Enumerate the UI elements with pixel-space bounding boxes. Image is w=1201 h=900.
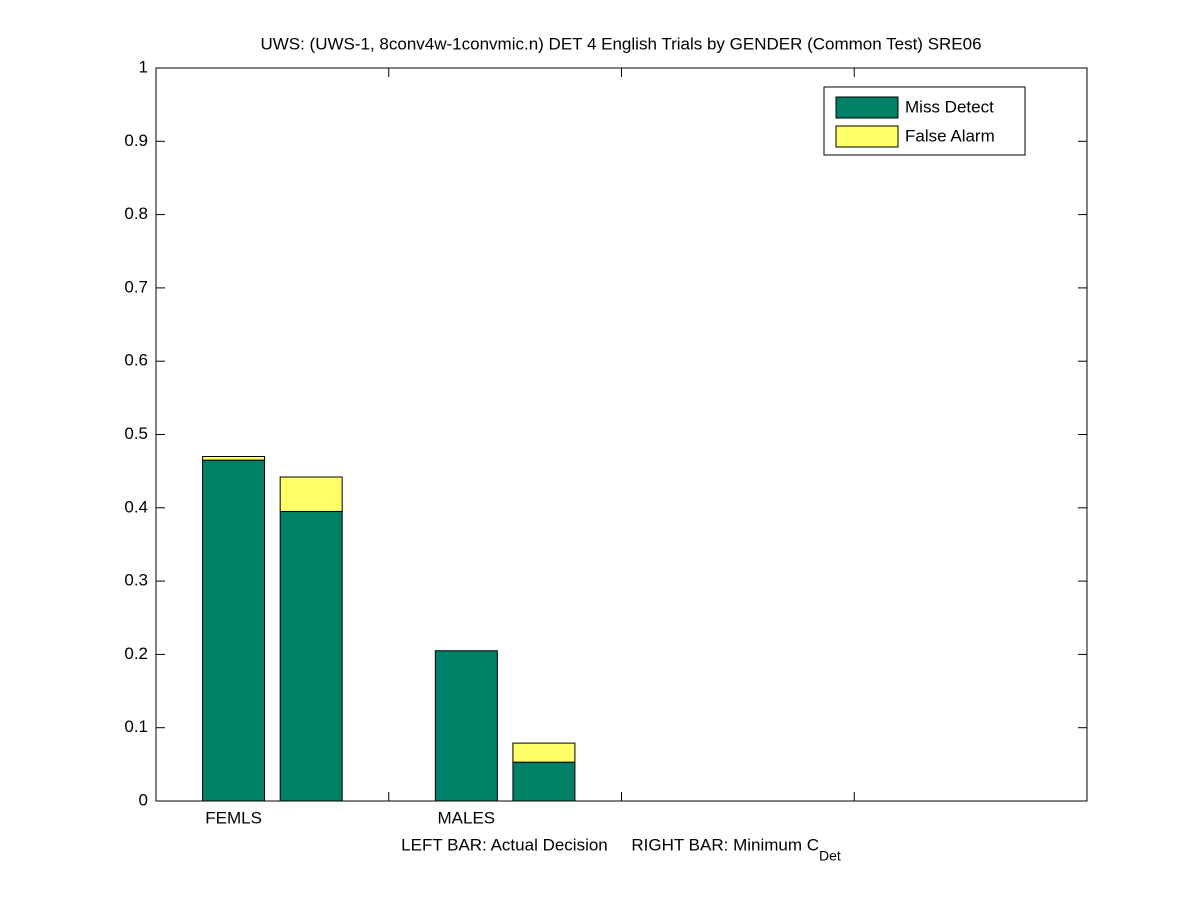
legend-swatch bbox=[835, 125, 899, 148]
x-tick-label: FEMLS bbox=[205, 808, 262, 827]
y-tick-label: 0.6 bbox=[124, 351, 148, 370]
y-tick-label: 0 bbox=[139, 790, 148, 809]
bar-segment bbox=[202, 455, 266, 461]
bar-segment bbox=[202, 459, 266, 802]
legend-swatch bbox=[835, 96, 899, 119]
y-tick-label: 0.5 bbox=[124, 424, 148, 443]
bar-segment bbox=[434, 650, 498, 802]
bar-segment bbox=[512, 761, 576, 802]
bar-segment bbox=[512, 742, 576, 763]
y-tick-label: 1 bbox=[139, 57, 148, 76]
x-tick-label: MALES bbox=[438, 808, 496, 827]
y-tick-label: 0.8 bbox=[124, 204, 148, 223]
bar-segment bbox=[279, 476, 343, 512]
legend-label: Miss Detect bbox=[905, 97, 994, 116]
y-tick-label: 0.4 bbox=[124, 497, 148, 516]
y-tick-label: 0.1 bbox=[124, 717, 148, 736]
legend-label: False Alarm bbox=[905, 126, 995, 145]
chart-title: UWS: (UWS-1, 8conv4w-1convmic.n) DET 4 E… bbox=[260, 34, 981, 53]
y-tick-label: 0.9 bbox=[124, 131, 148, 150]
y-tick-label: 0.3 bbox=[124, 571, 148, 590]
x-axis-label: LEFT BAR: Actual Decision RIGHT BAR: Min… bbox=[401, 835, 819, 854]
y-tick-label: 0.2 bbox=[124, 644, 148, 663]
bar-segment bbox=[279, 510, 343, 802]
x-axis-label-subscript: Det bbox=[819, 848, 841, 864]
y-tick-label: 0.7 bbox=[124, 277, 148, 296]
